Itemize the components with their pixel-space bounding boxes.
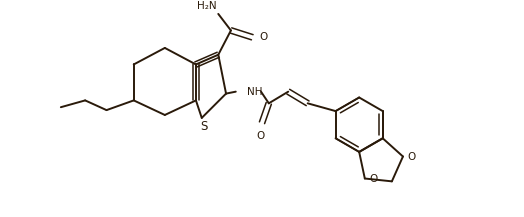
- Text: O: O: [256, 130, 264, 141]
- Text: NH: NH: [247, 87, 263, 97]
- Text: O: O: [408, 151, 416, 161]
- Text: O: O: [369, 174, 378, 184]
- Text: O: O: [259, 32, 267, 42]
- Text: H₂N: H₂N: [196, 1, 216, 11]
- Text: S: S: [200, 120, 208, 133]
